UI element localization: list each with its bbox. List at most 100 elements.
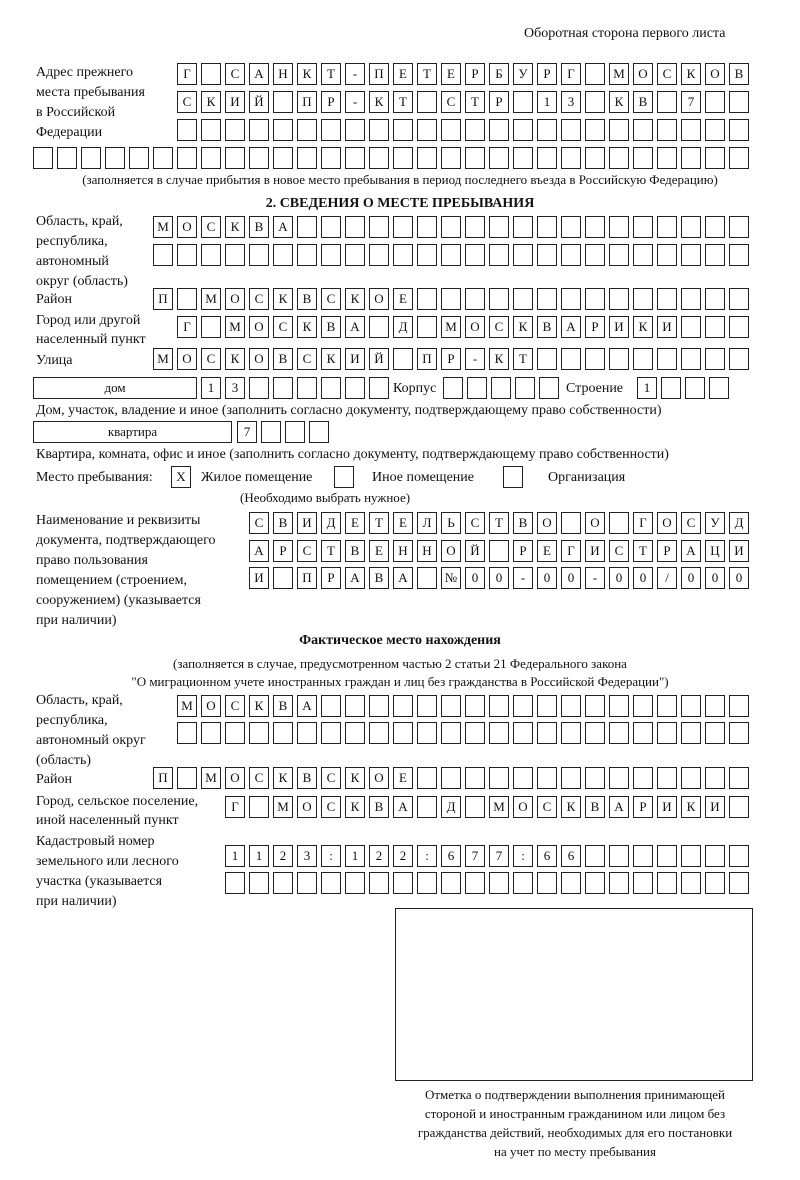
char-cell[interactable]: К <box>489 348 509 370</box>
char-cell[interactable]: С <box>681 512 701 534</box>
char-cell[interactable] <box>369 722 389 744</box>
char-cell[interactable]: 7 <box>681 91 701 113</box>
char-cell[interactable] <box>393 872 413 894</box>
char-cell[interactable] <box>729 845 749 867</box>
char-cell[interactable]: А <box>297 695 317 717</box>
char-cell[interactable]: А <box>393 567 413 589</box>
char-cell[interactable]: К <box>345 767 365 789</box>
char-cell[interactable]: И <box>249 567 269 589</box>
char-cell[interactable] <box>225 119 245 141</box>
char-cell[interactable] <box>633 722 653 744</box>
char-cell[interactable] <box>537 722 557 744</box>
char-cell[interactable]: П <box>297 91 317 113</box>
char-cell[interactable]: В <box>633 91 653 113</box>
char-cell[interactable] <box>609 845 629 867</box>
char-cell[interactable] <box>321 216 341 238</box>
char-cell[interactable]: О <box>537 512 557 534</box>
char-cell[interactable] <box>681 872 701 894</box>
char-cell[interactable] <box>539 377 559 399</box>
char-cell[interactable]: С <box>273 316 293 338</box>
char-cell[interactable] <box>705 216 725 238</box>
char-cell[interactable]: С <box>249 767 269 789</box>
char-cell[interactable] <box>681 695 701 717</box>
char-cell[interactable] <box>393 216 413 238</box>
char-cell[interactable] <box>177 244 197 266</box>
char-cell[interactable]: О <box>633 63 653 85</box>
char-cell[interactable]: 0 <box>633 567 653 589</box>
char-cell[interactable]: Т <box>321 63 341 85</box>
char-cell[interactable]: Е <box>393 288 413 310</box>
char-cell[interactable]: 0 <box>705 567 725 589</box>
char-cell[interactable] <box>585 288 605 310</box>
char-cell[interactable]: 1 <box>345 845 365 867</box>
char-cell[interactable]: К <box>681 796 701 818</box>
char-cell[interactable]: П <box>153 288 173 310</box>
char-cell[interactable] <box>561 288 581 310</box>
char-cell[interactable]: Р <box>273 540 293 562</box>
char-cell[interactable]: В <box>585 796 605 818</box>
char-cell[interactable]: Е <box>393 63 413 85</box>
char-cell[interactable] <box>681 119 701 141</box>
char-cell[interactable] <box>489 767 509 789</box>
char-cell[interactable] <box>417 722 437 744</box>
char-cell[interactable]: Т <box>417 63 437 85</box>
char-cell[interactable] <box>249 872 269 894</box>
char-cell[interactable]: К <box>249 695 269 717</box>
char-cell[interactable]: Т <box>321 540 341 562</box>
char-cell[interactable] <box>681 845 701 867</box>
char-cell[interactable] <box>177 119 197 141</box>
char-cell[interactable] <box>705 288 725 310</box>
char-cell[interactable] <box>489 147 509 169</box>
char-cell[interactable] <box>633 348 653 370</box>
char-cell[interactable]: В <box>273 695 293 717</box>
char-cell[interactable] <box>657 872 677 894</box>
char-cell[interactable] <box>513 147 533 169</box>
char-cell[interactable]: А <box>249 63 269 85</box>
char-cell[interactable] <box>105 147 125 169</box>
char-cell[interactable] <box>417 695 437 717</box>
char-cell[interactable]: К <box>345 288 365 310</box>
char-cell[interactable]: Т <box>393 91 413 113</box>
char-cell[interactable] <box>657 288 677 310</box>
residential-checkbox[interactable]: X <box>171 466 191 488</box>
char-cell[interactable] <box>417 91 437 113</box>
char-cell[interactable]: Т <box>369 512 389 534</box>
char-cell[interactable] <box>537 695 557 717</box>
char-cell[interactable]: О <box>297 796 317 818</box>
char-cell[interactable] <box>489 722 509 744</box>
char-cell[interactable] <box>273 377 293 399</box>
char-cell[interactable] <box>201 244 221 266</box>
char-cell[interactable] <box>729 216 749 238</box>
char-cell[interactable] <box>465 767 485 789</box>
char-cell[interactable] <box>309 421 329 443</box>
char-cell[interactable]: И <box>657 796 677 818</box>
char-cell[interactable]: В <box>273 512 293 534</box>
char-cell[interactable] <box>585 63 605 85</box>
char-cell[interactable] <box>465 244 485 266</box>
char-cell[interactable] <box>465 147 485 169</box>
char-cell[interactable] <box>321 244 341 266</box>
char-cell[interactable] <box>729 348 749 370</box>
char-cell[interactable]: 1 <box>537 91 557 113</box>
char-cell[interactable]: 2 <box>393 845 413 867</box>
char-cell[interactable] <box>369 147 389 169</box>
char-cell[interactable] <box>249 244 269 266</box>
char-cell[interactable] <box>729 288 749 310</box>
char-cell[interactable]: / <box>657 567 677 589</box>
char-cell[interactable] <box>345 695 365 717</box>
char-cell[interactable] <box>225 722 245 744</box>
char-cell[interactable]: 1 <box>249 845 269 867</box>
char-cell[interactable] <box>729 119 749 141</box>
char-cell[interactable]: Р <box>513 540 533 562</box>
char-cell[interactable] <box>515 377 535 399</box>
char-cell[interactable] <box>273 147 293 169</box>
char-cell[interactable] <box>705 695 725 717</box>
char-cell[interactable] <box>201 119 221 141</box>
char-cell[interactable]: : <box>417 845 437 867</box>
char-cell[interactable]: Н <box>273 63 293 85</box>
char-cell[interactable]: К <box>273 288 293 310</box>
char-cell[interactable] <box>393 147 413 169</box>
char-cell[interactable]: 1 <box>637 377 657 399</box>
char-cell[interactable] <box>297 872 317 894</box>
char-cell[interactable] <box>585 695 605 717</box>
